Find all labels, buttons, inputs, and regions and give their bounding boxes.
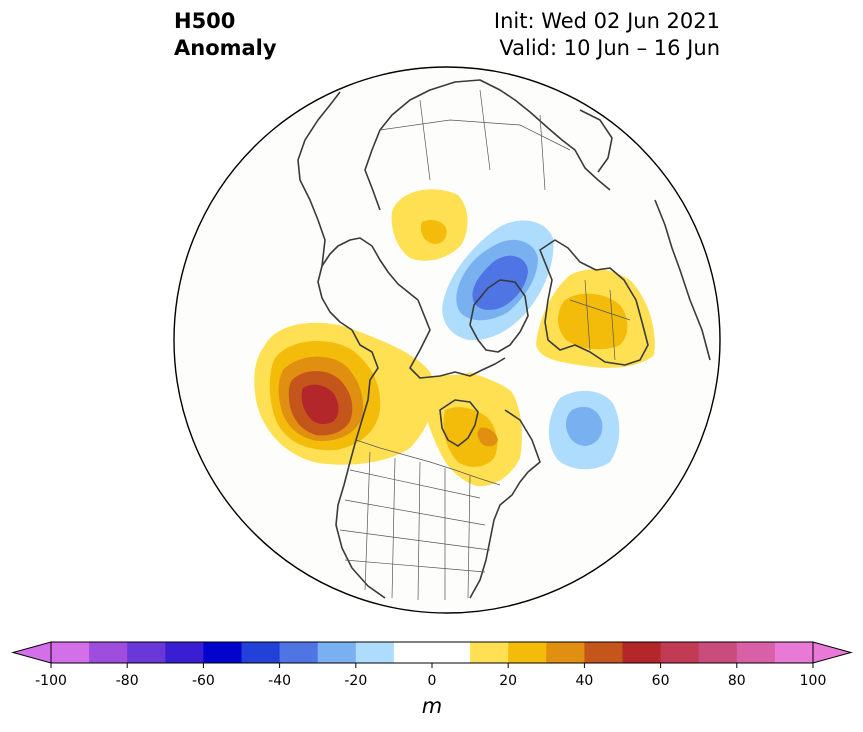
colorbar-segment bbox=[241, 642, 281, 663]
border-us-canada bbox=[355, 439, 501, 486]
coast-eurasia-north bbox=[364, 79, 611, 211]
colorbar-tick-label: 80 bbox=[727, 673, 746, 689]
colorbar-segment bbox=[279, 642, 319, 663]
border-europe bbox=[569, 279, 631, 361]
colorbar-segment bbox=[89, 642, 128, 663]
colorbar-tick-label: -100 bbox=[35, 673, 67, 689]
coast-hudson bbox=[439, 399, 479, 447]
colorbar-tick-label: -20 bbox=[344, 673, 368, 689]
title-field: Anomaly bbox=[174, 36, 277, 60]
coast-alaska bbox=[317, 237, 419, 331]
colorbar-tick-label: 40 bbox=[575, 673, 594, 689]
coast-mediterranean bbox=[654, 199, 711, 361]
colorbar-segment bbox=[432, 642, 471, 663]
coastlines bbox=[297, 79, 711, 599]
border-asia bbox=[379, 89, 571, 191]
colorbar-segment bbox=[51, 642, 90, 663]
coast-na-east bbox=[469, 409, 541, 599]
positive-anomaly-canada-30 bbox=[477, 427, 498, 447]
colorbar-segment bbox=[317, 642, 357, 663]
colorbar-tick-label: -40 bbox=[268, 673, 292, 689]
polar-map bbox=[173, 66, 721, 614]
colorbar-tick-label: 0 bbox=[427, 673, 437, 689]
map-background bbox=[174, 67, 720, 613]
coast-canada-arctic bbox=[409, 299, 506, 379]
coast-europe bbox=[539, 239, 649, 366]
coast-greenland bbox=[469, 279, 529, 353]
colorbar-segment bbox=[127, 642, 166, 663]
negative-anomaly-arctic-30 bbox=[472, 255, 528, 310]
political-borders bbox=[339, 89, 631, 601]
colorbar-segment bbox=[622, 642, 662, 663]
positive-anomaly-canada-20 bbox=[443, 407, 498, 467]
coast-asia-east bbox=[297, 91, 341, 267]
map-boundary bbox=[173, 66, 721, 614]
border-us-states-1 bbox=[339, 469, 491, 573]
coast-ne-asia bbox=[579, 109, 613, 173]
positive-anomaly-siberia-20 bbox=[421, 220, 447, 244]
colorbar-extend-low bbox=[11, 641, 52, 664]
anomaly-shading bbox=[254, 189, 655, 487]
colorbar-segment bbox=[660, 642, 700, 663]
colorbar-ticks bbox=[50, 663, 814, 668]
border-us-states-2 bbox=[364, 451, 471, 601]
colorbar-segment bbox=[393, 642, 433, 663]
colorbar-tick-label: 60 bbox=[651, 673, 670, 689]
positive-anomaly-europe-20 bbox=[558, 293, 628, 350]
colorbar-segment bbox=[508, 642, 547, 663]
title-variable: H500 bbox=[174, 9, 236, 33]
colorbar-segment bbox=[698, 642, 738, 663]
colorbar-segment bbox=[774, 642, 814, 663]
colorbar-segment bbox=[470, 642, 509, 663]
colorbar bbox=[11, 641, 853, 668]
colorbar-segment bbox=[546, 642, 585, 663]
title-left: H500 Anomaly bbox=[174, 8, 277, 62]
coast-na-west bbox=[335, 329, 386, 599]
colorbar-segment bbox=[736, 642, 776, 663]
positive-anomaly-pacific-50 bbox=[301, 384, 339, 425]
colorbar-segments bbox=[51, 642, 814, 663]
colorbar-extend-high bbox=[812, 641, 853, 664]
colorbar-tick-label: 20 bbox=[499, 673, 518, 689]
title-right: Init: Wed 02 Jun 2021 Valid: 10 Jun – 16… bbox=[494, 8, 720, 62]
colorbar-tick-label: -80 bbox=[115, 673, 139, 689]
valid-period: Valid: 10 Jun – 16 Jun bbox=[499, 36, 720, 60]
colorbar-segment bbox=[584, 642, 623, 663]
colorbar-unit: m bbox=[421, 694, 443, 718]
colorbar-tick-label: -60 bbox=[191, 673, 215, 689]
colorbar-segment bbox=[203, 642, 242, 663]
colorbar-tick-label: 100 bbox=[799, 673, 827, 689]
init-time: Init: Wed 02 Jun 2021 bbox=[493, 9, 720, 33]
colorbar-segment bbox=[355, 642, 395, 663]
colorbar-segment bbox=[165, 642, 204, 663]
negative-anomaly-atlantic-20 bbox=[566, 406, 603, 446]
